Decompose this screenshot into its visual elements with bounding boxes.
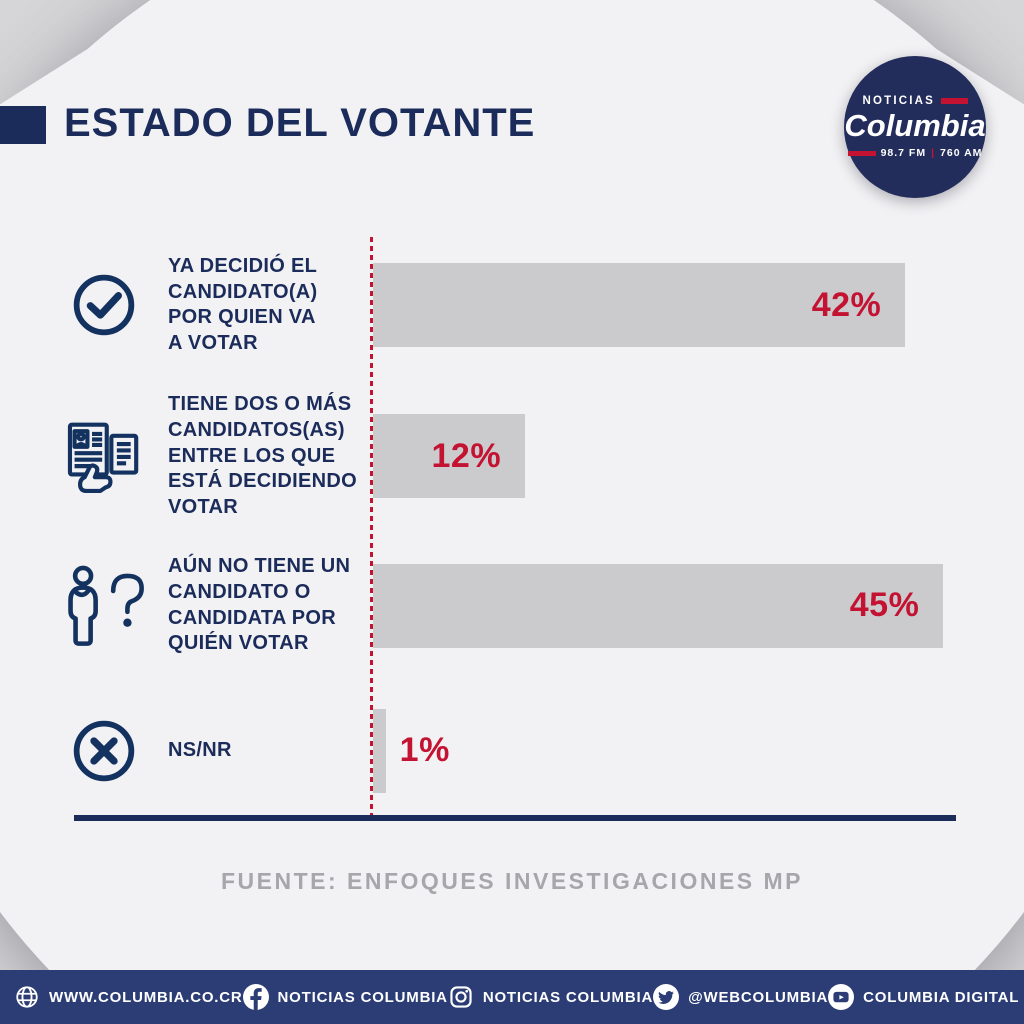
facebook-icon [242, 984, 269, 1010]
bar: 1% [373, 708, 449, 793]
footer-item: NOTICIAS COLUMBIA [448, 984, 653, 1010]
bar-track: 12% [373, 414, 956, 499]
logo-am-frequency: 760 AM [940, 147, 983, 160]
twitter-icon [653, 984, 680, 1010]
logo-red-bar-2 [847, 150, 876, 156]
page-title: ESTADO DEL VOTANTE [64, 101, 536, 145]
category-label: NS/NR [168, 738, 232, 761]
instagram-icon [448, 984, 474, 1010]
bar-chart: YA DECIDIÓ EL CANDIDATO(A) POR QUIEN VA … [0, 240, 1024, 793]
footer-item: COLUMBIA DIGITAL [828, 984, 1019, 1010]
footer-item: NOTICIAS COLUMBIA [242, 984, 448, 1010]
chart-baseline-rule [74, 815, 956, 821]
bar-track: 42% [373, 263, 956, 348]
logo-frequency-separator: | [931, 147, 936, 160]
category-label: TIENE DOS O MÁS CANDIDATOS(AS) ENTRE LOS… [168, 393, 357, 518]
title-accent-bar [0, 106, 46, 144]
youtube-icon [828, 984, 855, 1010]
bar: 12% [373, 414, 526, 499]
chart-row: TIENE DOS O MÁS CANDIDATOS(AS) ENTRE LOS… [0, 392, 1024, 520]
check-circle-icon [58, 269, 150, 341]
noticias-columbia-logo: NOTICIAS Columbia 98.7 FM | 760 AM [844, 56, 986, 198]
chart-row: AÚN NO TIENE UN CANDIDATO O CANDIDATA PO… [0, 554, 1024, 656]
value-label: 42% [811, 285, 882, 324]
bar: 45% [373, 563, 944, 648]
footer-item-label: WWW.COLUMBIA.CO.CR [49, 988, 243, 1006]
logo-brand-name: Columbia [844, 107, 986, 143]
footer-item-label: NOTICIAS COLUMBIA [482, 988, 654, 1006]
footer-item-label: COLUMBIA DIGITAL [863, 988, 1020, 1006]
footer-item: @WEBCOLUMBIA [653, 984, 828, 1010]
bar-track: 45% [373, 563, 956, 648]
footer-item: WWW.COLUMBIA.CO.CR [14, 984, 243, 1010]
category-label: AÚN NO TIENE UN CANDIDATO O CANDIDATA PO… [168, 555, 351, 655]
bar-track: 1% [373, 708, 956, 793]
value-label: 1% [399, 731, 450, 770]
chart-row: YA DECIDIÓ EL CANDIDATO(A) POR QUIEN VA … [0, 254, 1024, 356]
category-label: YA DECIDIÓ EL CANDIDATO(A) POR QUIEN VA … [168, 255, 318, 354]
candidate-cards-icon [58, 410, 150, 502]
bar: 42% [373, 263, 906, 348]
logo-fm-frequency: 98.7 FM [880, 147, 927, 160]
x-circle-icon [58, 715, 150, 787]
logo-red-bar [941, 97, 968, 104]
footer-item-label: NOTICIAS COLUMBIA [277, 988, 448, 1006]
globe-icon [14, 984, 40, 1010]
corner-wedge-top-left [0, 0, 300, 180]
social-footer-bar: WWW.COLUMBIA.CO.CR NOTICIAS COLUMBIA NOT… [0, 970, 1024, 1024]
value-label: 12% [431, 436, 502, 475]
footer-item-label: @WEBCOLUMBIA [688, 988, 829, 1006]
source-caption: FUENTE: ENFOQUES INVESTIGACIONES MP [220, 868, 804, 894]
person-question-icon [58, 562, 150, 650]
zero-axis-dotted-line [370, 237, 373, 817]
value-label: 45% [849, 586, 920, 625]
logo-noticias-label: NOTICIAS [862, 94, 935, 107]
chart-row: NS/NR 1% [0, 708, 1024, 793]
